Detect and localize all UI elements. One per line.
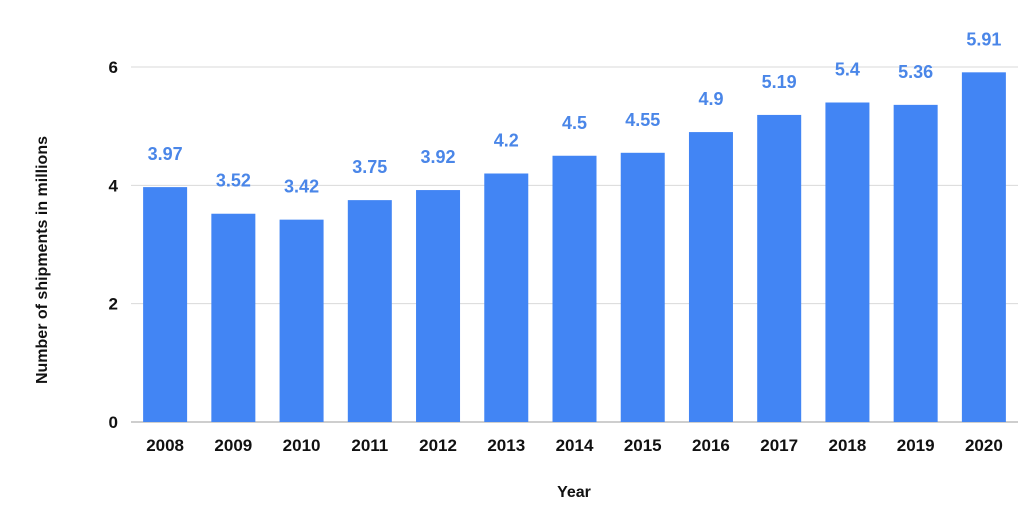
data-label-2017: 5.19 bbox=[762, 72, 797, 92]
data-label-2008: 3.97 bbox=[148, 144, 183, 164]
bar-2014 bbox=[552, 155, 597, 422]
x-axis-title: Year bbox=[557, 484, 591, 501]
y-tick-label: 0 bbox=[109, 413, 118, 432]
bar-2015 bbox=[620, 152, 665, 422]
data-label-2009: 3.52 bbox=[216, 171, 251, 191]
data-label-2011: 3.75 bbox=[352, 157, 387, 177]
bar-2009 bbox=[211, 213, 256, 422]
bar-2017 bbox=[757, 114, 802, 423]
x-tick-label-2009: 2009 bbox=[214, 436, 252, 455]
x-tick-label-2015: 2015 bbox=[624, 436, 662, 455]
data-label-2016: 4.9 bbox=[698, 89, 723, 109]
x-axis-ticks: 2008 2009 2010 2011 2012 2013 2014 2015 2016 2017… bbox=[146, 436, 1003, 455]
data-label-2013: 4.2 bbox=[494, 131, 519, 151]
bar-2020 bbox=[961, 72, 1006, 422]
y-tick-label: 6 bbox=[109, 58, 118, 77]
y-axis-title: Number of shipments in millions bbox=[34, 136, 51, 384]
x-tick-label-2013: 2013 bbox=[487, 436, 525, 455]
x-tick-label-2011: 2011 bbox=[351, 436, 388, 455]
y-tick-label: 2 bbox=[109, 295, 118, 314]
x-tick-label-2012: 2012 bbox=[419, 436, 457, 455]
x-tick-label-2014: 2014 bbox=[556, 436, 594, 455]
x-tick-label-2020: 2020 bbox=[965, 436, 1003, 455]
data-label-2015: 4.55 bbox=[625, 110, 660, 130]
bar-2012 bbox=[416, 190, 461, 422]
data-label-2010: 3.42 bbox=[284, 177, 319, 197]
data-label-2019: 5.36 bbox=[898, 62, 933, 82]
bar-2013 bbox=[484, 173, 529, 422]
bar-2010 bbox=[279, 219, 324, 422]
bar-2018 bbox=[825, 102, 870, 422]
x-tick-label-2017: 2017 bbox=[760, 436, 798, 455]
x-tick-label-2018: 2018 bbox=[829, 436, 867, 455]
data-label-2020: 5.91 bbox=[966, 29, 1001, 49]
x-tick-label-2016: 2016 bbox=[692, 436, 730, 455]
data-label-2012: 3.92 bbox=[421, 147, 456, 167]
bar-2016 bbox=[688, 132, 733, 423]
bar-2011 bbox=[347, 200, 392, 422]
x-tick-label-2010: 2010 bbox=[283, 436, 321, 455]
y-tick-label: 4 bbox=[109, 176, 119, 195]
bar-2019 bbox=[893, 104, 938, 422]
x-tick-label-2019: 2019 bbox=[897, 436, 935, 455]
y-axis-ticks: 0 2 4 6 bbox=[109, 58, 119, 432]
bars bbox=[143, 72, 1006, 423]
data-label-2018: 5.4 bbox=[835, 60, 860, 80]
data-labels: 3.97 3.52 3.42 3.75 3.92 4.2 4.5 4.55 4.9 5.19 5.4… bbox=[148, 29, 1002, 196]
x-tick-label-2008: 2008 bbox=[146, 436, 184, 455]
bar-2008 bbox=[143, 187, 188, 422]
data-label-2014: 4.5 bbox=[562, 113, 587, 133]
